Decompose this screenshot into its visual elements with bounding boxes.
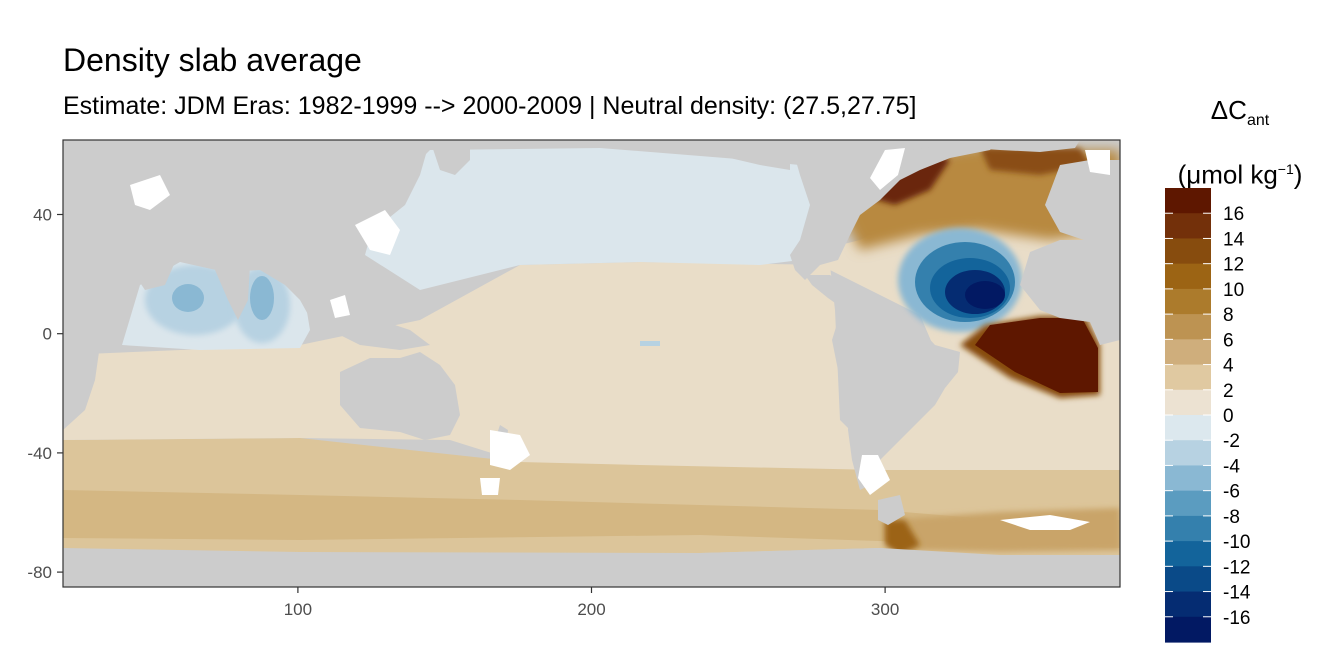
legend-swatch [1165,440,1211,467]
land-kamchatka [430,140,470,175]
land-greenland [880,140,1080,152]
legend-swatch [1165,263,1211,290]
legend-swatch [1165,490,1211,517]
legend-label: -4 [1223,456,1240,477]
map-panel [63,140,1120,587]
y-tick-label: -80 [27,563,52,582]
ocean-south-pacific [63,262,880,470]
land-africa-west [1020,240,1120,345]
legend-swatch [1165,515,1211,542]
land-europe [1045,160,1120,242]
legend-unit-end: ) [1293,159,1303,190]
legend-title-base: ΔC [1210,95,1247,125]
chart-title: Density slab average [63,42,362,78]
y-tick-label: -40 [27,444,52,463]
nodata-north-atlantic-east [1085,150,1110,175]
nodata-weddell [1000,515,1090,530]
legend-swatch [1165,339,1211,366]
land-arabia [130,250,175,290]
x-tick-label: 200 [577,600,605,619]
land-antarctica [63,548,1120,587]
y-tick-label: 40 [33,206,52,225]
land-southern-africa [63,140,130,340]
anomaly-pacific-patch [640,341,660,346]
legend-label: 0 [1223,406,1234,427]
legend-title: ΔCant (μmol kg−1) [1160,86,1320,199]
land-asia [110,140,430,310]
nodata-labrador [870,148,905,190]
land-central-america [805,275,855,310]
land-south-america [832,305,960,490]
land-north-america [790,140,1000,280]
nodata-indonesia [330,295,350,318]
legend-label: 2 [1223,381,1234,402]
legend-swatch [1165,541,1211,567]
legend-swatch [1165,288,1211,315]
anomaly-bengal-core [250,276,274,320]
land-africa-south [63,340,100,430]
land-australia [340,352,460,440]
legend-label: -2 [1223,431,1240,452]
legend-layer: 16 14 12 10 8 6 4 2 0 -2 -4 -6 -8 -10 -12 -14 -16 [1165,188,1251,643]
ocean-weddell-dark [885,520,920,555]
legend-label: -12 [1223,557,1250,578]
legend-swatch [1165,591,1211,618]
legend-swatch [1165,213,1211,240]
nodata-east-asia [355,210,400,255]
anomaly-atlantic-core [965,281,1005,309]
legend-label: 8 [1223,305,1234,326]
legend-swatch [1165,415,1211,441]
legend-swatch [1165,566,1211,593]
legend-unit-base: (μmol kg [1177,159,1278,190]
legend-label: 4 [1223,356,1234,377]
anomaly-tropical-atlantic [975,318,1098,393]
anomaly-arabian-core [172,284,204,312]
legend-label: 6 [1223,330,1234,351]
legend-label: -8 [1223,507,1240,528]
legend-swatch [1165,364,1211,391]
nodata-south-atlantic-shelf [858,455,890,495]
land-india [215,265,250,320]
ocean-southern-deep-band [63,490,1120,548]
legend-label: 10 [1223,280,1244,301]
legend-swatch [1165,188,1211,214]
legend-label: -16 [1223,608,1250,629]
legend-label: -14 [1223,583,1251,604]
land-alaska [700,140,790,170]
nodata-southwest-pacific [490,430,530,470]
x-tick-label: 300 [871,600,899,619]
legend-swatch [1165,389,1211,416]
y-tick-label: 0 [43,325,52,344]
legend-swatch [1165,616,1211,643]
legend-swatch [1165,238,1211,265]
land-antarctic-peninsula [878,495,905,525]
legend-label: 12 [1223,255,1244,276]
legend-swatch [1165,465,1211,492]
nodata-southern-ocean-patch [480,478,500,495]
ocean-north-pacific [365,148,860,290]
legend-label: -6 [1223,482,1240,503]
nodata-red-sea [130,175,170,210]
legend-title-sub: ant [1246,112,1270,130]
x-tick-label: 100 [284,600,312,619]
chart-subtitle: Estimate: JDM Eras: 1982-1999 --> 2000-2… [63,92,917,120]
legend-label: -10 [1223,532,1250,553]
legend-label: 14 [1223,229,1245,250]
legend-swatch [1165,314,1211,340]
legend-label: 16 [1223,204,1244,225]
legend-unit-sup: −1 [1277,161,1294,178]
